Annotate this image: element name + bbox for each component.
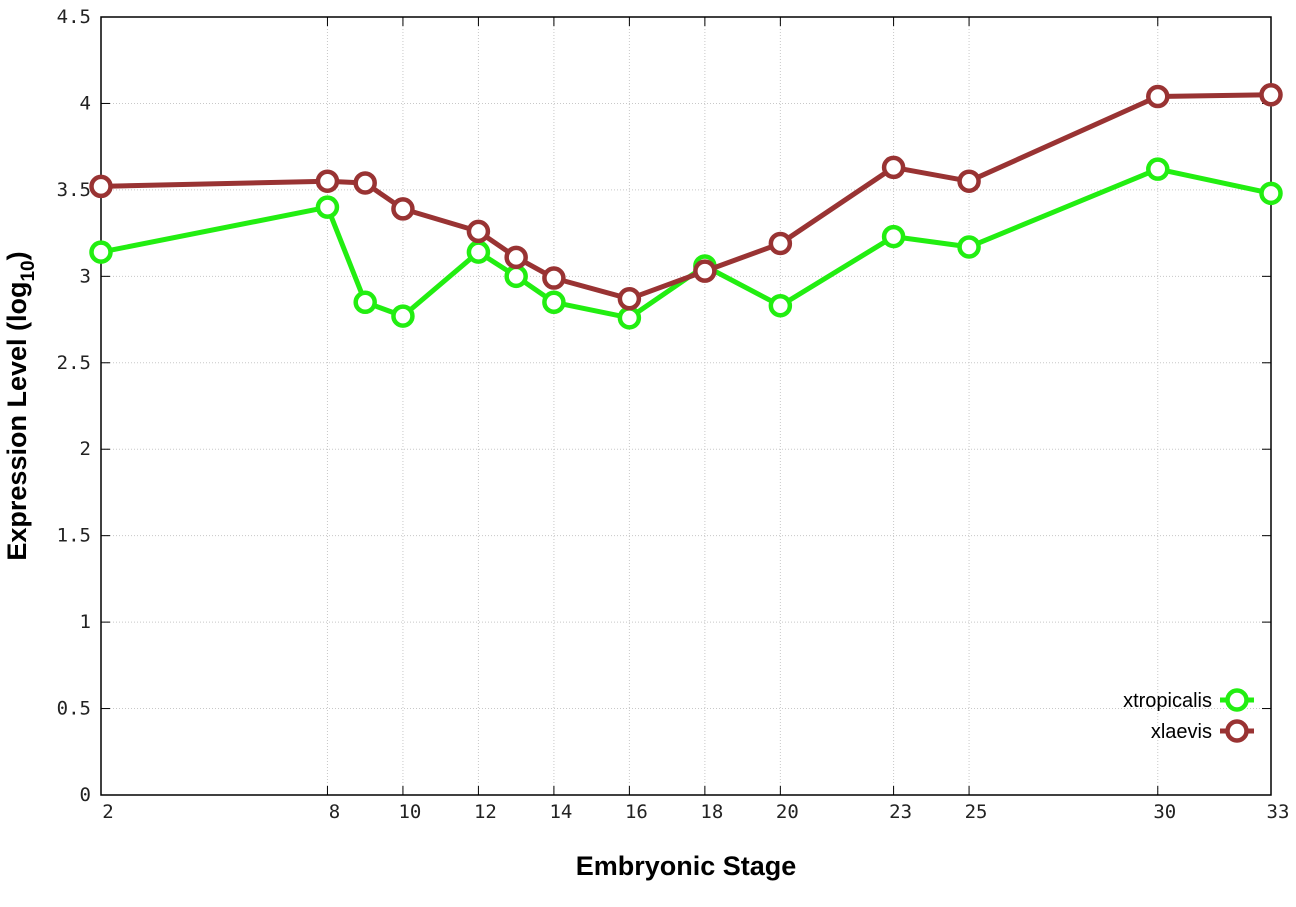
data-point-xtropicalis: [89, 240, 113, 264]
x-tick-label: 23: [889, 801, 912, 823]
data-point-xtropicalis: [1259, 181, 1283, 206]
data-point-xtropicalis: [617, 306, 642, 330]
data-point-xlaevis: [353, 171, 377, 195]
data-point-xtropicalis: [768, 293, 793, 318]
legend-item-xlaevis: xlaevis: [1151, 719, 1254, 743]
y-tick-label: 0: [80, 784, 91, 806]
series-xtropicalis: [89, 157, 1283, 330]
y-axis-title-main: Expression Level (log: [2, 282, 32, 561]
data-point-xlaevis: [315, 169, 340, 193]
x-tick-label: 30: [1153, 801, 1176, 823]
y-axis-title-subscript: 10: [18, 260, 39, 281]
axis-ticks: 0 0.5 1 1.5 2 2.5 3 3.5 4 4.5 2 8 10 12 14 16 18 20 23 25 30…: [57, 6, 1290, 823]
data-point-xtropicalis: [957, 235, 981, 259]
series-layer: [89, 83, 1283, 330]
y-axis-title-close: ): [2, 251, 32, 260]
legend-label-xtropicalis: xtropicalis: [1123, 690, 1212, 712]
data-point-xtropicalis: [466, 240, 491, 264]
x-tick-label: 18: [700, 801, 723, 823]
data-point-xlaevis: [391, 197, 415, 221]
data-point-xtropicalis: [315, 195, 340, 219]
y-tick-label: 4.5: [57, 6, 91, 28]
y-tick-label: 2.5: [57, 352, 91, 374]
data-point-xtropicalis: [1146, 157, 1170, 181]
x-tick-label: 14: [549, 801, 572, 823]
data-point-xlaevis: [466, 219, 491, 244]
data-point-xlaevis: [504, 245, 528, 270]
x-tick-label: 10: [398, 801, 421, 823]
y-axis-title: Expression Level (log10): [2, 251, 39, 560]
legend: xtropicalis xlaevis: [1123, 688, 1254, 743]
data-point-xlaevis: [617, 287, 642, 311]
y-tick-label: 2: [80, 438, 91, 460]
data-point-xtropicalis: [881, 224, 906, 249]
legend-item-xtropicalis: xtropicalis: [1123, 688, 1254, 712]
data-point-xtropicalis: [353, 290, 377, 315]
data-point-xlaevis: [693, 259, 717, 283]
y-tick-label: 1: [80, 611, 91, 633]
data-point-xtropicalis: [542, 290, 566, 315]
data-point-xtropicalis: [391, 304, 415, 328]
series-xlaevis: [89, 83, 1283, 311]
x-tick-label: 12: [474, 801, 497, 823]
y-tick-label: 4: [80, 92, 91, 114]
x-tick-label: 2: [102, 801, 113, 823]
y-tick-label: 1.5: [57, 525, 91, 547]
x-tick-label: 25: [965, 801, 988, 823]
x-tick-label: 8: [329, 801, 340, 823]
y-tick-label: 3: [80, 265, 91, 287]
legend-label-xlaevis: xlaevis: [1151, 721, 1212, 743]
y-tick-label: 0.5: [57, 698, 91, 720]
data-point-xlaevis: [768, 231, 793, 256]
x-tick-label: 20: [776, 801, 799, 823]
legend-marker-xtropicalis: [1225, 688, 1249, 712]
data-point-xlaevis: [1146, 84, 1170, 109]
data-point-xlaevis: [542, 266, 566, 290]
data-point-xlaevis: [89, 174, 113, 199]
grid: [101, 17, 1271, 795]
y-tick-label: 3.5: [57, 179, 91, 201]
x-axis-title: Embryonic Stage: [576, 851, 797, 881]
series-line-xtropicalis: [100, 166, 1272, 321]
data-point-xlaevis: [957, 169, 981, 193]
legend-marker-xlaevis: [1225, 719, 1249, 743]
data-point-xlaevis: [1259, 83, 1283, 107]
plot-frame: [100, 16, 1272, 796]
data-point-xlaevis: [881, 155, 906, 180]
data-point-xtropicalis: [504, 264, 528, 289]
x-tick-label: 33: [1267, 801, 1290, 823]
x-tick-label: 16: [625, 801, 648, 823]
